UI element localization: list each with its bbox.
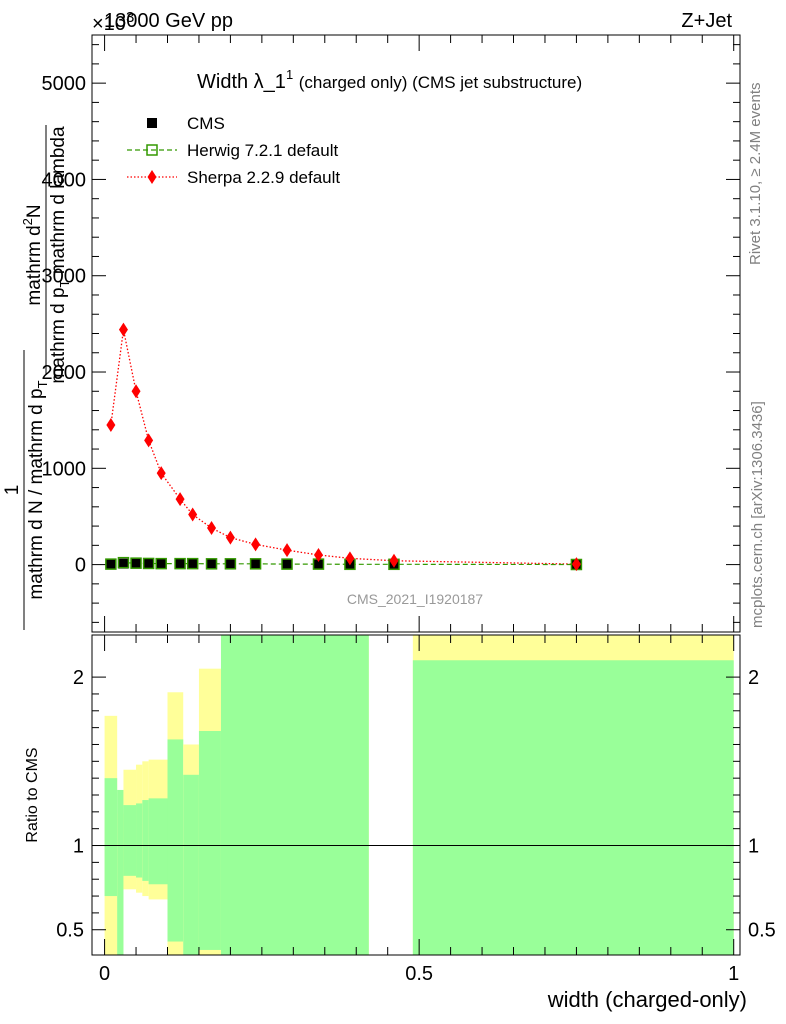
ratio-band-inner [117, 789, 124, 955]
main-ytick-label: 3000 [42, 266, 87, 288]
process-label: Z+Jet [681, 10, 732, 32]
cms-data-point [187, 558, 198, 569]
main-ytick-label: 4000 [42, 169, 87, 191]
ratio-ytick-label: 2 [73, 667, 84, 689]
legend-marker-herwig [146, 144, 158, 156]
cms-data-point [131, 558, 142, 569]
main-y-axis-prefix: 1 mathrm d N / mathrm d pT [2, 350, 50, 630]
ratio-ytick-label-right: 1 [748, 836, 759, 858]
legend-label-cms: CMS [187, 114, 225, 133]
cms-data-point [143, 558, 154, 569]
herwig-data-point [281, 558, 293, 570]
chart-title: Width λ_11 (charged only) (CMS jet subst… [197, 62, 582, 93]
legend-marker-cms [147, 118, 157, 128]
cms-data-point [156, 558, 167, 569]
ratio-band-inner [167, 739, 184, 942]
ratio-x-axis: 0 0.5 1 [99, 635, 739, 985]
x-axis-label: width (charged-only) [547, 987, 747, 1012]
ylabel-prefix-numerator: 1 [2, 485, 23, 496]
sherpa-series-line [110, 329, 577, 565]
ratio-ytick-label-right: 2 [748, 667, 759, 689]
main-y-axis-label: mathrm d2N mathrm d pT mathrm d lambda [20, 125, 72, 384]
ratio-band-inner [136, 803, 143, 878]
cms-data-point [225, 558, 236, 569]
herwig-data-point [186, 557, 199, 570]
herwig-data-point [224, 558, 237, 570]
main-ytick-label: 5000 [42, 73, 87, 95]
main-x-ticks [104, 35, 735, 632]
herwig-data-point [155, 557, 167, 570]
main-ytick-label: 1000 [42, 458, 87, 480]
ratio-ytick-label: 1 [73, 836, 84, 858]
mcplots-label: mcplots.cern.ch [arXiv:1306.3436] [749, 401, 766, 628]
herwig-data-point [174, 557, 186, 570]
main-ytick-label: 0 [75, 555, 86, 577]
herwig-data-point [205, 558, 218, 570]
ratio-ytick-label: 0.5 [56, 920, 84, 942]
ratio-band-inner [183, 774, 199, 955]
ratio-band-inner [148, 798, 168, 885]
sherpa-data-point [144, 433, 154, 448]
sherpa-data-point [131, 384, 141, 399]
ratio-xtick-label: 0.5 [405, 963, 433, 985]
rivet-label: Rivet 3.1.10, ≥ 2.4M events [747, 83, 764, 266]
ratio-bands-layer [104, 635, 734, 955]
ratio-band-inner [220, 635, 369, 955]
ratio-band-inner [123, 805, 137, 876]
ratio-band-inner [198, 731, 221, 950]
legend-label-sherpa: Sherpa 2.2.9 default [187, 168, 340, 187]
chart-title-superscript: 1 [286, 67, 293, 82]
ylabel-numerator: mathrm d2N [20, 204, 45, 305]
cms-data-point [206, 558, 217, 569]
herwig-data-point [249, 558, 262, 570]
main-ytick-label: 2000 [42, 362, 87, 384]
sherpa-data-point [118, 322, 128, 337]
sherpa-data-point [188, 507, 198, 522]
ratio-band-inner [104, 778, 118, 897]
ratio-band-inner [142, 800, 149, 881]
main-y-axis: 0 1000 2000 3000 4000 5000 [42, 44, 740, 623]
ratio-y-axis: 0.5 0.5 1 1 2 2 [56, 667, 776, 942]
ylabel-denominator: mathrm d pT mathrm d lambda [48, 126, 72, 384]
chart-subtitle: (charged only) (CMS jet substructure) [299, 73, 582, 92]
sherpa-data-point [207, 521, 217, 536]
herwig-data-point [117, 556, 130, 569]
ratio-band-inner [412, 660, 734, 955]
herwig-data-point [105, 558, 117, 570]
sherpa-data-point [106, 417, 116, 432]
cms-data-point [313, 559, 324, 570]
exponent-power: 3 [126, 9, 134, 26]
cms-data-point [250, 558, 261, 569]
legend-label-herwig: Herwig 7.2.1 default [187, 141, 338, 160]
energy-label: 13000 GeV pp [104, 10, 233, 32]
sherpa-data-point [225, 530, 235, 545]
herwig-data-point [130, 557, 142, 569]
legend-marker-sherpa [147, 170, 157, 184]
sherpa-data-point [251, 537, 261, 552]
ratio-xtick-label: 0 [99, 963, 110, 985]
analysis-watermark: CMS_2021_I1920187 [347, 591, 483, 607]
sherpa-data-point [571, 557, 581, 572]
ratio-ytick-label-right: 0.5 [748, 920, 776, 942]
cms-data-point [118, 558, 129, 569]
cms-data-point [175, 558, 186, 569]
ratio-y-axis-label: Ratio to CMS [24, 747, 41, 842]
legend: CMS Herwig 7.2.1 default Sherpa 2.2.9 de… [127, 114, 340, 187]
herwig-data-point [142, 557, 155, 570]
ylabel-prefix-denominator: mathrm d N / mathrm d pT [26, 380, 50, 599]
sherpa-data-point [282, 543, 292, 558]
sherpa-data-point [389, 553, 399, 568]
cms-data-point [105, 559, 116, 570]
main-series-layer [105, 322, 583, 572]
sherpa-data-point [313, 547, 323, 562]
ratio-xtick-label: 1 [728, 963, 739, 985]
cms-data-point [282, 559, 293, 570]
sherpa-data-point [345, 551, 355, 566]
sherpa-data-point [175, 492, 185, 507]
exponent-label: ×103 [92, 9, 134, 35]
sherpa-data-point [156, 466, 166, 481]
